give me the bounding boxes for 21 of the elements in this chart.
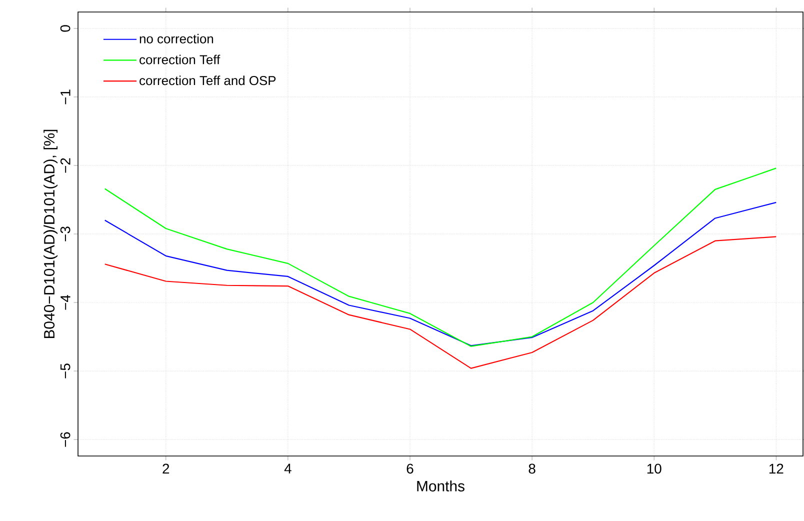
y-tick-label: 0 [60,25,70,32]
line-series [104,202,777,346]
line-series [104,236,777,369]
x-axis-title: Months [417,480,464,492]
legend-label: correction Teff and OSP [140,76,276,86]
x-tick-label: 12 [769,464,784,474]
y-tick-label: −2 [60,158,70,173]
y-tick-label: −3 [60,226,70,242]
y-tick-label: −4 [60,294,70,310]
y-tick-label: −5 [60,364,70,378]
x-tick-label: 8 [528,464,536,474]
y-tick-label: −6 [60,432,70,447]
legend-label: correction Teff [140,54,220,64]
x-tick-label: 6 [406,464,414,474]
x-tick-label: 10 [647,464,662,474]
line-series [104,168,777,347]
x-tick-label: 2 [162,464,170,474]
legend-label: no correction [140,34,214,44]
y-tick-label: −1 [60,90,70,104]
x-tick-label: 4 [284,464,292,474]
y-axis-title: B040−D101(AD)/D101(AD), [%] [44,130,58,338]
